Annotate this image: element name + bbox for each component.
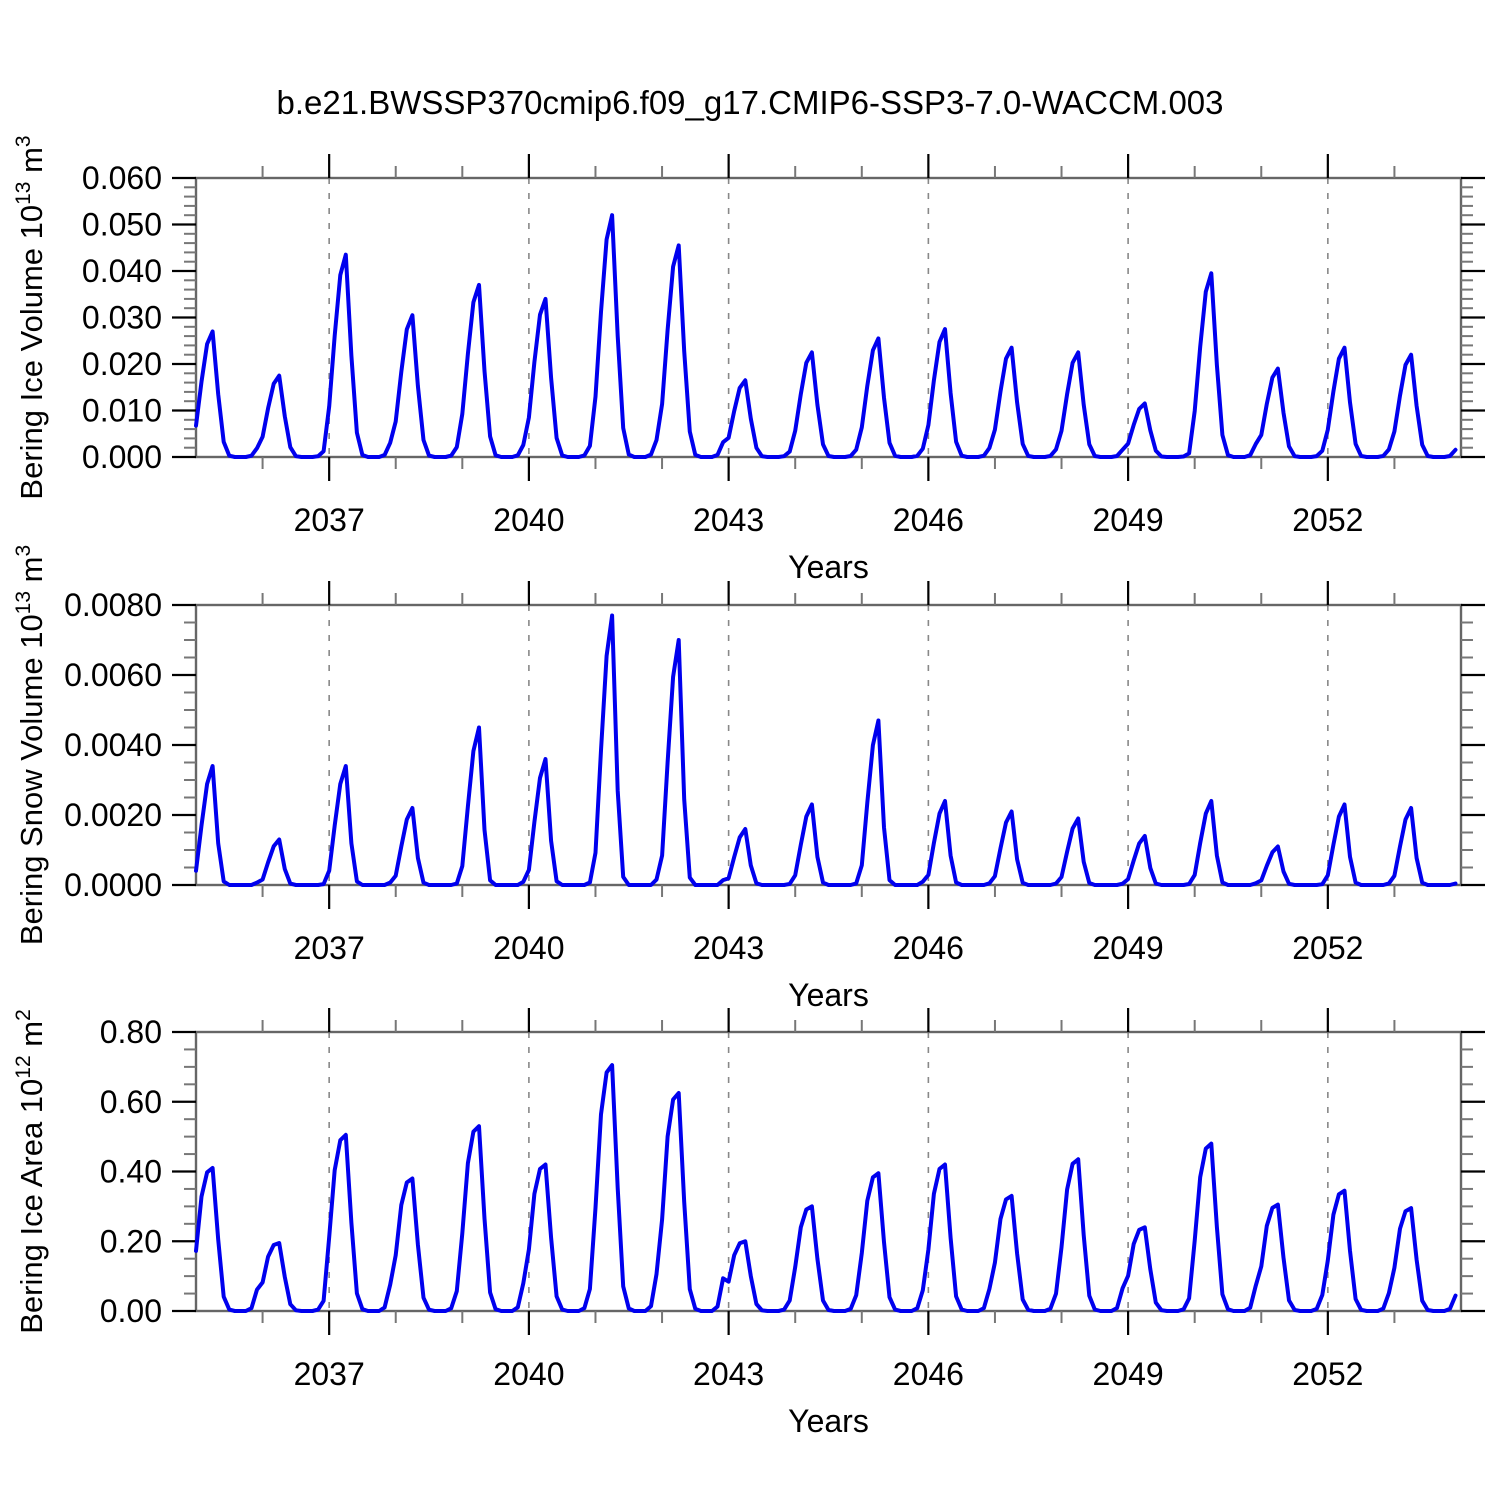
bering-ice-area-panel: 0.00 0.20 0.40 0.60 0.80 2037 2040 2043 2046 2049… bbox=[12, 1008, 1485, 1439]
y-tick-label: 0.040 bbox=[82, 253, 162, 289]
y-tick-label: 0.80 bbox=[100, 1014, 162, 1050]
x-axis-title: Years bbox=[788, 549, 869, 585]
y-tick-label: 0.030 bbox=[82, 300, 162, 336]
x-tick-label: 2052 bbox=[1292, 930, 1363, 966]
y-axis-title: Bering Ice Volume 1013 m3 bbox=[12, 135, 49, 499]
y-tick-label: 0.0040 bbox=[64, 727, 162, 763]
y-tick-label: 0.050 bbox=[82, 207, 162, 243]
y-tick-label: 0.20 bbox=[100, 1223, 162, 1259]
x-axis-title: Years bbox=[788, 1403, 869, 1439]
y-tick-label: 0.000 bbox=[82, 439, 162, 475]
x-tick-label: 2046 bbox=[893, 1356, 964, 1392]
x-tick-label: 2049 bbox=[1093, 502, 1164, 538]
x-tick-label: 2043 bbox=[693, 502, 764, 538]
x-tick-label: 2037 bbox=[294, 930, 365, 966]
x-tick-label: 2052 bbox=[1292, 502, 1363, 538]
y-tick-label: 0.0020 bbox=[64, 797, 162, 833]
x-tick-label: 2046 bbox=[893, 930, 964, 966]
x-tick-label: 2046 bbox=[893, 502, 964, 538]
bering-ice-volume-panel: 0.000 0.010 0.020 0.030 0.040 0.050 0.060 2037 2… bbox=[12, 135, 1485, 585]
x-tick-label: 2037 bbox=[294, 502, 365, 538]
plot-border bbox=[194, 603, 1463, 887]
y-tick-label: 0.0080 bbox=[64, 587, 162, 623]
data-line bbox=[194, 1063, 1458, 1313]
x-tick-label: 2049 bbox=[1093, 930, 1164, 966]
y-tick-label: 0.60 bbox=[100, 1084, 162, 1120]
y-axis-title: Bering Ice Area 1012 m2 bbox=[12, 1009, 49, 1334]
y-tick-label: 0.40 bbox=[100, 1154, 162, 1190]
data-line bbox=[194, 213, 1458, 459]
y-tick-label: 0.020 bbox=[82, 346, 162, 382]
x-tick-label: 2052 bbox=[1292, 1356, 1363, 1392]
plot-border bbox=[194, 1030, 1463, 1313]
x-tick-label: 2049 bbox=[1093, 1356, 1164, 1392]
data-line bbox=[194, 613, 1458, 887]
x-tick-label: 2043 bbox=[693, 1356, 764, 1392]
x-axis-title: Years bbox=[788, 977, 869, 1013]
x-tick-label: 2040 bbox=[493, 930, 564, 966]
x-tick-label: 2040 bbox=[493, 502, 564, 538]
y-tick-label: 0.0000 bbox=[64, 867, 162, 903]
x-tick-label: 2043 bbox=[693, 930, 764, 966]
y-tick-label: 0.00 bbox=[100, 1293, 162, 1329]
y-axis-title: Bering Snow Volume 1013 m3 bbox=[12, 545, 49, 945]
y-tick-label: 0.060 bbox=[82, 160, 162, 196]
bering-snow-volume-panel: 0.0000 0.0020 0.0040 0.0060 0.0080 2037 2040 20… bbox=[12, 545, 1485, 1013]
y-tick-label: 0.010 bbox=[82, 393, 162, 429]
x-tick-label: 2040 bbox=[493, 1356, 564, 1392]
x-tick-label: 2037 bbox=[294, 1356, 365, 1392]
y-tick-label: 0.0060 bbox=[64, 657, 162, 693]
plot-border bbox=[194, 176, 1463, 459]
figure-title: b.e21.BWSSP370cmip6.f09_g17.CMIP6-SSP3-7… bbox=[276, 84, 1224, 121]
